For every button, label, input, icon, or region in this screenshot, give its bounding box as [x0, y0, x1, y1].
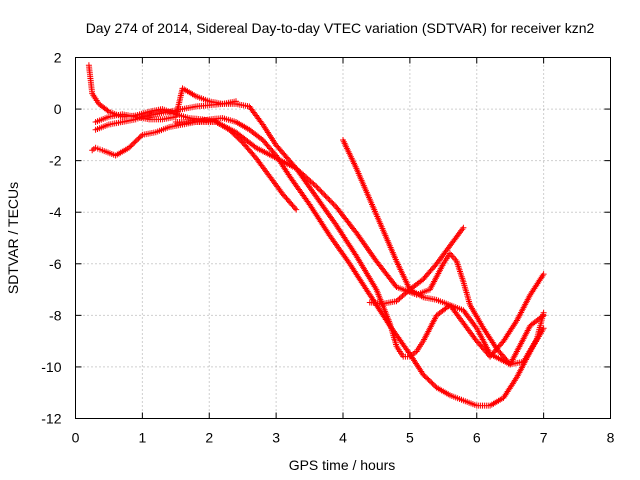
series-track-5 — [172, 119, 547, 368]
y-tick-label: -8 — [49, 307, 62, 323]
y-tick-label: -2 — [49, 153, 62, 169]
series-trace-marks — [174, 119, 547, 367]
x-tick-label: 7 — [540, 430, 548, 446]
x-tick-label: 8 — [607, 430, 615, 446]
x-tick-label: 2 — [205, 430, 213, 446]
x-tick-label: 0 — [72, 430, 80, 446]
series-track-2 — [89, 115, 547, 409]
series-trace-marks — [90, 115, 546, 409]
chart-title: Day 274 of 2014, Sidereal Day-to-day VTE… — [86, 20, 595, 36]
series-trace-marks — [368, 226, 466, 307]
y-tick-label: -4 — [49, 204, 62, 220]
x-tick-label: 3 — [272, 430, 280, 446]
x-axis-label: GPS time / hours — [289, 457, 396, 473]
y-tick-label: -12 — [41, 411, 61, 427]
axis-ticks — [75, 57, 611, 419]
series-track-7 — [366, 224, 467, 307]
series-track-4 — [92, 100, 547, 368]
y-tick-label: -10 — [41, 359, 61, 375]
series-layer — [85, 62, 547, 409]
x-tick-label: 6 — [473, 430, 481, 446]
series-trace-marks — [86, 64, 298, 212]
y-tick-labels: 2 0 -2 -4 -6 -8 -10 -12 — [41, 50, 61, 427]
y-tick-label: 0 — [54, 101, 62, 117]
x-tick-label: 1 — [138, 430, 146, 446]
x-tick-labels: 0 1 2 3 4 5 6 7 8 — [72, 430, 615, 446]
x-tick-label: 5 — [406, 430, 414, 446]
y-axis-label: SDTVAR / TECUs — [5, 182, 21, 294]
series-track-3 — [92, 85, 239, 125]
x-tick-label: 4 — [339, 430, 347, 446]
series-track-6 — [340, 137, 547, 360]
y-tick-label: -6 — [49, 256, 62, 272]
series-trace-marks — [340, 138, 546, 359]
series-trace-marks — [94, 100, 546, 367]
series-track-1 — [85, 62, 300, 213]
y-tick-label: 2 — [54, 50, 62, 66]
